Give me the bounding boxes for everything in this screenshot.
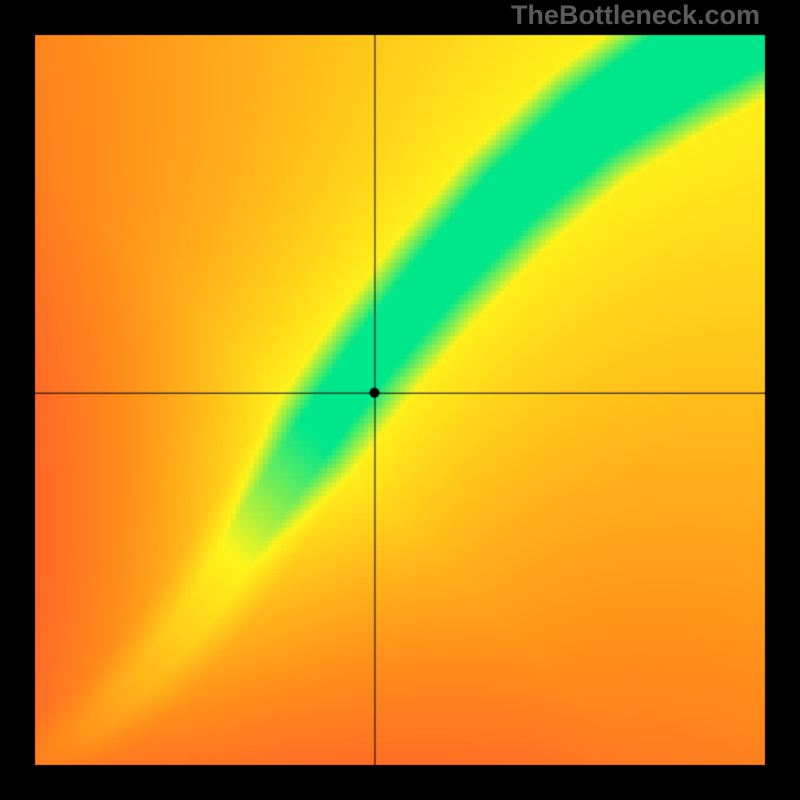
watermark-label: TheBottleneck.com [511, 0, 760, 31]
heatmap-canvas [0, 0, 800, 800]
chart-container: TheBottleneck.com [0, 0, 800, 800]
